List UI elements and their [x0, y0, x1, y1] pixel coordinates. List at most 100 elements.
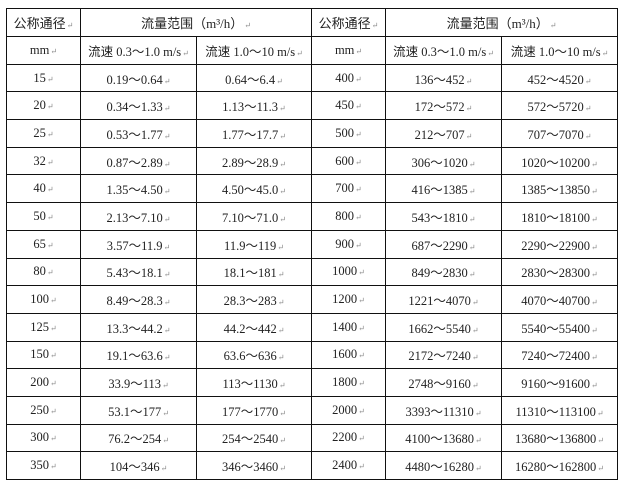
cell-dn-left: 65 — [6, 229, 81, 259]
cell-dn-left: 20 — [6, 91, 81, 121]
cell-high-velocity-left: 1.77～17.7 — [195, 119, 313, 148]
cell-low-velocity-right: 687～2290 — [385, 229, 503, 259]
cell-dn-left: 50 — [6, 202, 81, 231]
cell-high-velocity-right: 2830～28300 — [501, 257, 619, 287]
header-high-velocity-left: 流速 1.0～10 m/s — [195, 36, 313, 65]
cell-high-velocity-left: 1.13～11.3 — [195, 91, 313, 121]
cell-low-velocity-left: 33.9～113 — [80, 368, 197, 397]
header-dn-left: 公称通径 — [6, 8, 81, 37]
table-row: 12513.3～44.244.2～44214001662～55405540～55… — [6, 312, 619, 342]
header-row-1: 公称通径 流量范围（m³/h） 公称通径 流量范围（m³/h） — [6, 8, 619, 37]
cell-high-velocity-left: 113～1130 — [195, 368, 313, 397]
cell-high-velocity-left: 2.89～28.9 — [195, 146, 313, 176]
cell-high-velocity-left: 44.2～442 — [195, 312, 313, 342]
cell-high-velocity-right: 16280～162800 — [501, 451, 619, 480]
cell-low-velocity-left: 0.87～2.89 — [80, 146, 197, 176]
cell-high-velocity-left: 177～1770 — [195, 395, 313, 425]
table-row: 250.53～1.771.77～17.7500212～707707～7070 — [6, 119, 619, 148]
cell-low-velocity-left: 1.35～4.50 — [80, 174, 197, 204]
cell-low-velocity-right: 136～452 — [385, 63, 503, 93]
cell-high-velocity-left: 18.1～181 — [195, 257, 313, 287]
cell-low-velocity-right: 849～2830 — [385, 257, 503, 287]
cell-dn-right: 400 — [311, 63, 387, 93]
cell-low-velocity-left: 0.34～1.33 — [80, 91, 197, 121]
cell-high-velocity-right: 1810～18100 — [501, 202, 619, 231]
cell-dn-left: 350 — [6, 451, 81, 480]
cell-high-velocity-right: 4070～40700 — [501, 285, 619, 314]
cell-dn-right: 500 — [311, 119, 387, 148]
table-row: 805.43～18.118.1～1811000849～28302830～2830… — [6, 257, 619, 287]
cell-low-velocity-left: 0.19～0.64 — [80, 63, 197, 93]
table-row: 502.13～7.107.10～71.0800543～18101810～1810… — [6, 202, 619, 231]
cell-low-velocity-left: 0.53～1.77 — [80, 119, 197, 148]
cell-high-velocity-right: 452～4520 — [501, 63, 619, 93]
cell-dn-left: 32 — [6, 146, 81, 176]
table-row: 653.57～11.911.9～119900687～22902290～22900 — [6, 229, 619, 259]
cell-dn-left: 200 — [6, 368, 81, 397]
cell-low-velocity-right: 3393～11310 — [385, 395, 503, 425]
table-row: 350104～346346～346024004480～1628016280～16… — [6, 451, 619, 480]
cell-low-velocity-left: 19.1～63.6 — [80, 340, 197, 370]
cell-low-velocity-right: 2748～9160 — [385, 368, 503, 397]
cell-low-velocity-left: 5.43～18.1 — [80, 257, 197, 287]
cell-dn-right: 700 — [311, 174, 387, 204]
header-high-velocity-right: 流速 1.0～10 m/s — [501, 36, 619, 65]
cell-low-velocity-right: 543～1810 — [385, 202, 503, 231]
cell-low-velocity-left: 3.57～11.9 — [80, 229, 197, 259]
table-row: 15019.1～63.663.6～63616002172～72407240～72… — [6, 340, 619, 370]
cell-low-velocity-right: 4480～16280 — [385, 451, 503, 480]
cell-high-velocity-left: 11.9～119 — [195, 229, 313, 259]
cell-low-velocity-left: 76.2～254 — [80, 423, 197, 453]
cell-low-velocity-left: 104～346 — [80, 451, 197, 480]
cell-dn-right: 1400 — [311, 312, 387, 342]
cell-high-velocity-left: 346～3460 — [195, 451, 313, 480]
header-dn-right: 公称通径 — [311, 8, 387, 37]
cell-dn-right: 1600 — [311, 340, 387, 370]
cell-high-velocity-right: 11310～113100 — [501, 395, 619, 425]
cell-high-velocity-right: 13680～136800 — [501, 423, 619, 453]
cell-dn-right: 1000 — [311, 257, 387, 287]
table-row: 200.34～1.331.13～11.3450172～572572～5720 — [6, 91, 619, 121]
cell-dn-left: 80 — [6, 257, 81, 287]
table-row: 1008.49～28.328.3～28312001221～40704070～40… — [6, 285, 619, 314]
header-low-velocity-right: 流速 0.3～1.0 m/s — [385, 36, 503, 65]
flow-range-table: 公称通径 流量范围（m³/h） 公称通径 流量范围（m³/h） mm 流速 0.… — [6, 8, 619, 480]
header-unit-right: mm — [311, 36, 387, 65]
cell-dn-right: 1800 — [311, 368, 387, 397]
cell-dn-right: 2200 — [311, 423, 387, 453]
cell-dn-right: 800 — [311, 202, 387, 231]
cell-dn-left: 100 — [6, 285, 81, 314]
cell-low-velocity-left: 53.1～177 — [80, 395, 197, 425]
cell-high-velocity-left: 254～2540 — [195, 423, 313, 453]
cell-low-velocity-left: 2.13～7.10 — [80, 202, 197, 231]
cell-dn-left: 300 — [6, 423, 81, 453]
header-flow-right: 流量范围（m³/h） — [385, 8, 619, 37]
cell-dn-left: 250 — [6, 395, 81, 425]
cell-low-velocity-right: 1221～4070 — [385, 285, 503, 314]
cell-dn-right: 600 — [311, 146, 387, 176]
cell-dn-left: 15 — [6, 63, 81, 93]
table-row: 30076.2～254254～254022004100～1368013680～1… — [6, 423, 619, 453]
header-flow-left: 流量范围（m³/h） — [79, 8, 313, 37]
cell-dn-left: 25 — [6, 119, 81, 148]
table-row: 25053.1～177177～177020003393～1131011310～1… — [6, 395, 619, 425]
cell-high-velocity-left: 7.10～71.0 — [195, 202, 313, 231]
cell-dn-right: 2000 — [311, 395, 387, 425]
cell-high-velocity-right: 9160～91600 — [501, 368, 619, 397]
cell-high-velocity-right: 572～5720 — [501, 91, 619, 121]
cell-low-velocity-right: 212～707 — [385, 119, 503, 148]
cell-dn-right: 2400 — [311, 451, 387, 480]
cell-high-velocity-left: 28.3～283 — [195, 285, 313, 314]
cell-high-velocity-left: 63.6～636 — [195, 340, 313, 370]
header-unit-left: mm — [6, 36, 81, 65]
cell-low-velocity-right: 1662～5540 — [385, 312, 503, 342]
cell-low-velocity-left: 13.3～44.2 — [80, 312, 197, 342]
cell-low-velocity-right: 416～1385 — [385, 174, 503, 204]
cell-dn-left: 150 — [6, 340, 81, 370]
cell-high-velocity-right: 2290～22900 — [501, 229, 619, 259]
cell-low-velocity-right: 172～572 — [385, 91, 503, 121]
cell-dn-right: 450 — [311, 91, 387, 121]
table-row: 320.87～2.892.89～28.9600306～10201020～1020… — [6, 146, 619, 176]
table-row: 20033.9～113113～113018002748～91609160～916… — [6, 368, 619, 397]
table-row: 401.35～4.504.50～45.0700416～13851385～1385… — [6, 174, 619, 204]
